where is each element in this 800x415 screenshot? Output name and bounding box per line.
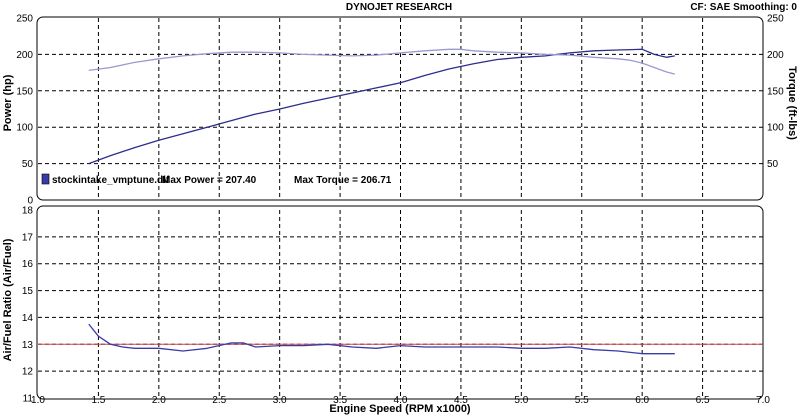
x-tick-label: 2.5 bbox=[212, 395, 226, 406]
y-axis-label-power: Power (hp) bbox=[2, 74, 14, 131]
x-tick-label: 3.0 bbox=[273, 395, 287, 406]
y2-tick-label: 200 bbox=[767, 50, 784, 61]
y-axis-label-afr: Air/Fuel Ratio (Air/Fuel) bbox=[2, 238, 14, 361]
x-tick-label: 1.5 bbox=[91, 395, 105, 406]
y-tick-label: 150 bbox=[16, 86, 33, 97]
x-tick-label: 2.0 bbox=[152, 395, 166, 406]
chart-title: DYNOJET RESEARCH bbox=[346, 2, 452, 13]
y-tick-label: 200 bbox=[16, 50, 33, 61]
torque-line bbox=[88, 48, 675, 75]
settings-text: CF: SAE Smoothing: 0 bbox=[690, 2, 797, 13]
x-tick-label: 4.0 bbox=[394, 395, 408, 406]
y-tick-label: 11 bbox=[23, 394, 34, 405]
y-tick-label: 15 bbox=[22, 286, 34, 297]
plot-frame bbox=[36, 16, 764, 201]
y-axis-label-torque: Torque (ft-lbs) bbox=[786, 66, 798, 140]
x-tick-label: 7.0 bbox=[756, 395, 770, 406]
y-tick-label: 17 bbox=[22, 232, 34, 243]
x-tick-label: 6.5 bbox=[696, 395, 710, 406]
x-tick-label: 5.0 bbox=[514, 395, 528, 406]
y-tick-label: 100 bbox=[16, 123, 33, 134]
legend-max-torque: Max Torque = 206.71 bbox=[294, 175, 392, 186]
y-tick-label: 18 bbox=[22, 206, 34, 217]
y-tick-label: 14 bbox=[22, 313, 34, 324]
power-torque-panel: 0 50 100 150 200 250 50 100 150 200 250 bbox=[16, 14, 784, 207]
y-tick-label: 16 bbox=[22, 259, 34, 270]
afr-line bbox=[88, 323, 675, 355]
legend-swatch bbox=[41, 173, 50, 185]
x-tick-label: 6.0 bbox=[635, 395, 649, 406]
legend-max-power: Max Power = 207.40 bbox=[162, 175, 257, 186]
x-tick-label: 5.5 bbox=[575, 395, 589, 406]
legend: stockintake_vmptune.dlf Max Power = 207.… bbox=[41, 173, 392, 186]
y2-tick-label: 150 bbox=[767, 86, 784, 97]
y-tick-label: 13 bbox=[22, 340, 34, 351]
x-axis-label: Engine Speed (RPM x1000) bbox=[329, 403, 471, 415]
plot-frame bbox=[36, 205, 764, 400]
y2-tick-label: 100 bbox=[767, 123, 784, 134]
y2-tick-label: 250 bbox=[767, 14, 784, 25]
x-tick-label: 3.5 bbox=[333, 395, 347, 406]
y-tick-label: 0 bbox=[27, 196, 33, 207]
x-tick-label: 1.0 bbox=[31, 395, 45, 406]
power-line bbox=[88, 48, 675, 165]
y2-tick-label: 50 bbox=[767, 159, 779, 170]
y-tick-label: 12 bbox=[22, 367, 34, 378]
y-tick-label: 250 bbox=[16, 14, 33, 25]
x-tick-label: 4.5 bbox=[454, 395, 468, 406]
air-fuel-panel: 11 12 13 14 15 16 17 18 1.0 1.5 2.0 2.5 3.0 3.5 4.0 4.5… bbox=[22, 205, 770, 406]
y-tick-label: 50 bbox=[22, 159, 34, 170]
legend-file: stockintake_vmptune.dlf bbox=[52, 175, 170, 186]
